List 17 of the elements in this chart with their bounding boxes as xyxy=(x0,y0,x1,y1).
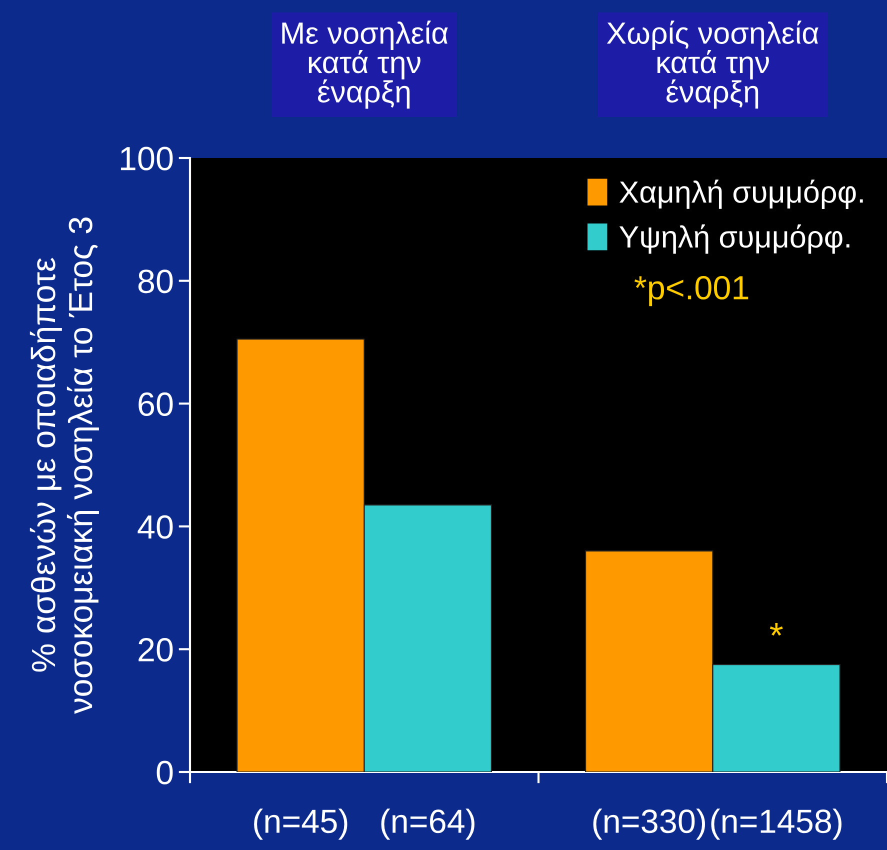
x-tick-label: Με νοσηλεία κατά την έναρξη xyxy=(282,20,448,109)
annotation: *p<.001 xyxy=(634,276,748,306)
text: (n=1458) xyxy=(711,808,842,840)
text: (n=45) xyxy=(254,808,348,840)
y-tick-label: 60 xyxy=(138,392,173,416)
y-tick-label: 80 xyxy=(138,270,173,294)
y-tick-label: 20 xyxy=(138,638,173,662)
text: (n=330) xyxy=(593,808,705,840)
y-axis-title: % ασθενών με οποιαδήποτε νοσοκομειακή νοσηλεία το Έτος 3 xyxy=(30,218,99,714)
y-tick-label: 40 xyxy=(138,515,173,539)
legend-label: Υψηλή συμμόρφ. xyxy=(619,224,850,254)
y-tick-label: 0 xyxy=(156,760,173,784)
text: (n=64) xyxy=(381,808,474,840)
legend-label: Χαμηλή συμμόρφ. xyxy=(619,180,863,209)
y-tick-label: 100 xyxy=(120,146,173,170)
annotation: * xyxy=(770,623,783,636)
x-tick-label: Χωρίς νοσηλεία κατά την έναρξη xyxy=(606,20,818,109)
